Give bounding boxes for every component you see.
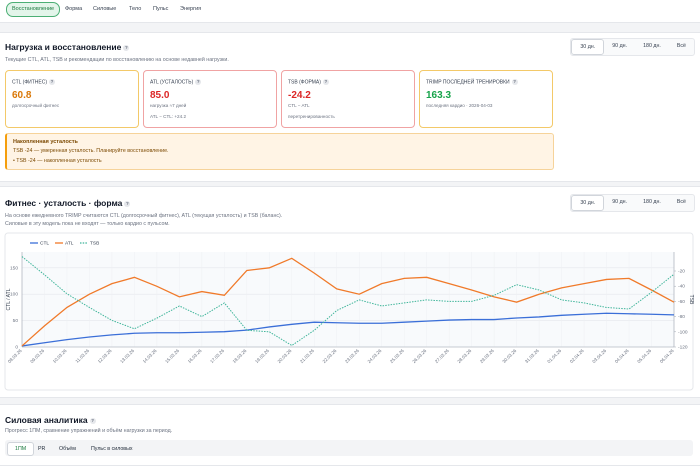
tab[interactable]: Восстановление <box>6 2 61 17</box>
range-switch: 30 дн. 90 дн. 180 дн. Всё <box>570 194 695 212</box>
help-icon[interactable]: ? <box>511 79 518 85</box>
range-button[interactable]: Всё <box>676 43 686 49</box>
y-tick-label: 50 <box>13 318 19 324</box>
series-line <box>21 257 675 347</box>
tab[interactable]: PR <box>38 446 46 452</box>
label-text: TRIMP ПОСЛЕДНЕЙ ТРЕНИРОВКИ <box>426 79 510 86</box>
legend-label: TSB <box>90 241 99 247</box>
metric-value: 85.0 <box>150 90 170 101</box>
tab[interactable]: Объём <box>59 446 76 452</box>
help-icon[interactable]: ? <box>49 79 55 85</box>
range-button[interactable]: 180 дн. <box>643 43 661 49</box>
tab[interactable]: Пульс в силовых <box>91 446 133 452</box>
metric-note: ATL − CTL: +24.2 <box>150 114 187 119</box>
tab[interactable]: 1ПМ <box>7 442 35 456</box>
y-tick-label: 100 <box>10 292 18 298</box>
tab[interactable]: Силовые <box>93 6 117 12</box>
legend-label: ATL <box>65 241 74 247</box>
section-subtitle: Прогресс 1ПМ, сравнение упражнений и объ… <box>5 428 173 434</box>
section-subtitle: Текущие CTL, ATL, TSB и рекомендации по … <box>5 57 229 63</box>
series-line <box>21 312 675 347</box>
help-icon[interactable]: ? <box>322 79 329 85</box>
metric-label: CTL (ФИТНЕС)? <box>12 79 55 85</box>
tab-bar: Восстановление Форма Силовые Тело Пульс … <box>0 0 700 23</box>
range-switch: 30 дн. 90 дн. 180 дн. Всё <box>570 38 695 56</box>
title-text: Силовая аналитика <box>5 415 88 425</box>
section-title: Нагрузка и восстановление? <box>5 42 130 52</box>
y2-tick-label: -100 <box>678 329 688 335</box>
metric-label: TSB (ФОРМА)? <box>288 79 329 85</box>
metric-value: 60.8 <box>12 90 32 101</box>
metric-note: перетренированность <box>288 114 335 119</box>
plot-area <box>22 252 674 347</box>
metric-note: CTL − ATL <box>288 103 310 108</box>
y2-axis-label: TSB <box>688 295 694 305</box>
section-title: Фитнес · усталость · форма? <box>5 198 131 208</box>
metric-card: CTL (ФИТНЕС)? 60.8 долгосрочный фитнес <box>5 70 139 128</box>
tab[interactable]: Энергия <box>180 6 202 12</box>
strength-card <box>0 404 700 466</box>
y2-tick-label: -60 <box>678 299 685 305</box>
tab[interactable]: Тело <box>129 6 142 12</box>
y-axis-label: CTL / ATL <box>6 288 12 310</box>
y-tick-label: 150 <box>10 265 18 271</box>
metric-note: последняя кардио · 2026-04-03 <box>426 103 493 108</box>
range-button[interactable]: Всё <box>676 199 686 205</box>
section-title: Силовая аналитика? <box>5 415 96 425</box>
tab[interactable]: Пульс <box>153 6 169 12</box>
range-button[interactable]: 180 дн. <box>643 199 661 205</box>
title-text: Нагрузка и восстановление <box>5 42 122 52</box>
label-text: ATL (УСТАЛОСТЬ) <box>150 79 194 86</box>
metric-label: ATL (УСТАЛОСТЬ)? <box>150 79 202 86</box>
tab[interactable]: Форма <box>65 6 83 12</box>
metric-card: TRIMP ПОСЛЕДНЕЙ ТРЕНИРОВКИ? 163.3 послед… <box>419 70 553 128</box>
range-button[interactable]: 90 дн. <box>612 43 628 49</box>
metric-note: нагрузка ≈7 дней <box>150 103 187 108</box>
range-button[interactable]: 30 дн. <box>571 195 605 211</box>
help-icon[interactable]: ? <box>124 200 131 207</box>
section-description: Силовые в эту модель пока не входят — то… <box>5 221 170 227</box>
bullet-text: TSB -24 — накопленная усталость <box>16 158 102 164</box>
y2-tick-label: -80 <box>678 314 685 320</box>
metric-value: 163.3 <box>426 90 452 101</box>
help-icon[interactable]: ? <box>123 44 130 51</box>
alert-bullet: • TSB -24 — накопленная усталость <box>13 158 102 164</box>
series-line <box>21 256 675 347</box>
strength-tabs: 1ПМ PR Объём Пульс в силовых <box>5 440 693 456</box>
label-text: TSB (ФОРМА) <box>288 79 321 86</box>
alert: Накопленная усталость TSB -24 — умеренна… <box>5 133 554 170</box>
alert-text: TSB -24 — умеренная усталость. Планируйт… <box>13 148 169 154</box>
help-icon[interactable]: ? <box>89 417 96 424</box>
metric-note: долгосрочный фитнес <box>12 103 60 108</box>
section-description: На основе ежедневного TRIMP считаются CT… <box>5 213 283 219</box>
metric-card: ATL (УСТАЛОСТЬ)? 85.0 нагрузка ≈7 дней A… <box>143 70 277 128</box>
metric-value: -24.2 <box>288 90 311 101</box>
title-text: Фитнес · усталость · форма <box>5 198 123 208</box>
alert-title: Накопленная усталость <box>13 139 78 145</box>
y2-tick-label: -20 <box>678 269 685 275</box>
metric-card: TSB (ФОРМА)? -24.2 CTL − ATL перетрениро… <box>281 70 415 128</box>
legend-label: CTL <box>40 241 49 247</box>
y-tick-label: 0 <box>15 345 18 351</box>
y2-tick-label: -40 <box>678 284 685 290</box>
help-icon[interactable]: ? <box>195 79 202 85</box>
y2-tick-label: -120 <box>678 345 688 351</box>
metric-label: TRIMP ПОСЛЕДНЕЙ ТРЕНИРОВКИ? <box>426 79 518 85</box>
label-text: CTL (ФИТНЕС) <box>12 79 47 86</box>
range-button[interactable]: 90 дн. <box>612 199 628 205</box>
range-button[interactable]: 30 дн. <box>571 39 605 55</box>
